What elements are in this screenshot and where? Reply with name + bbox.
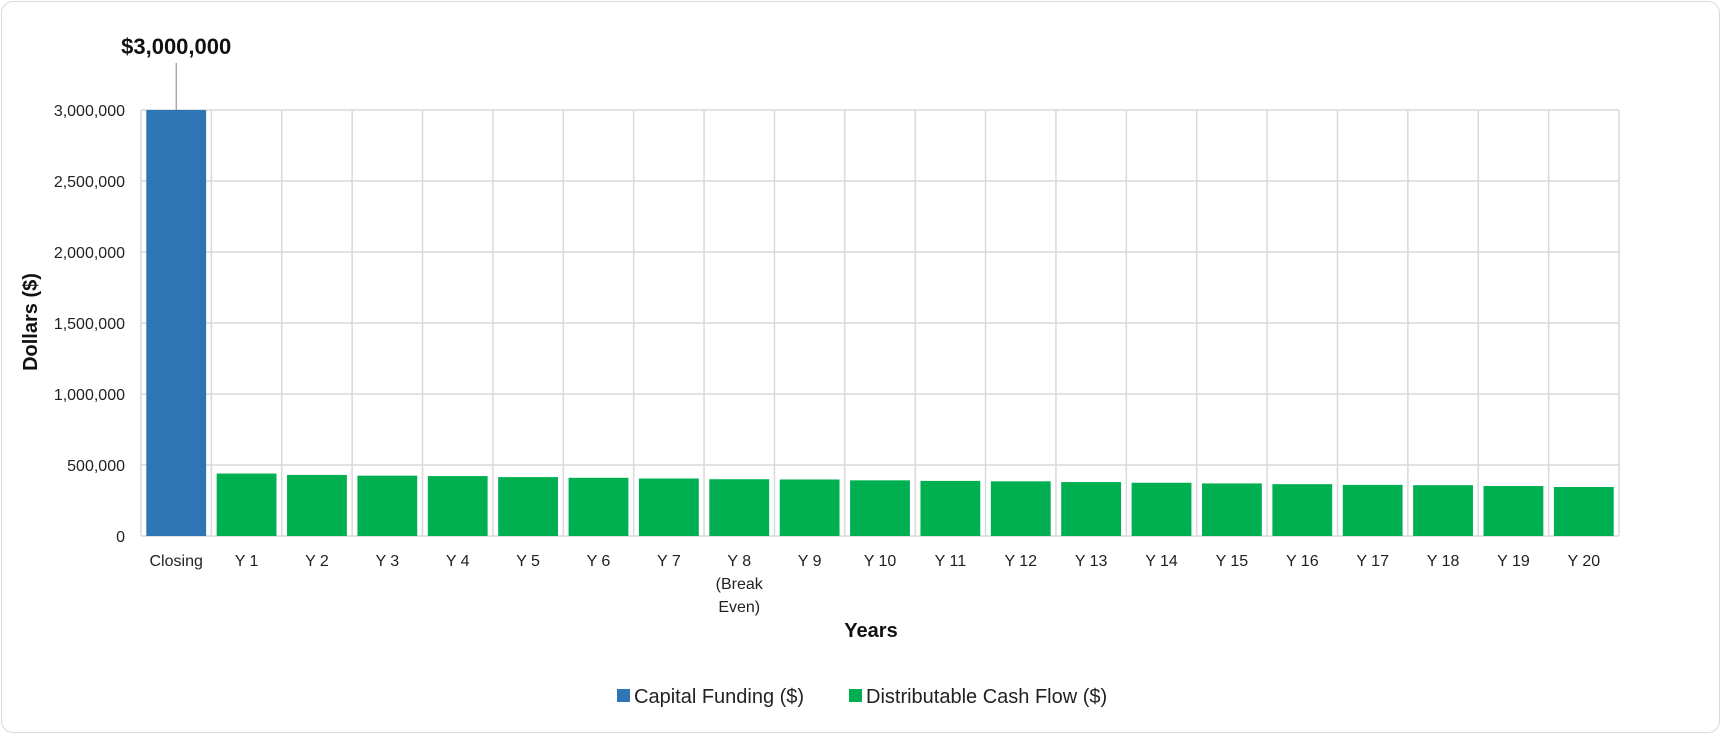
x-tick-label: Y 11	[935, 553, 967, 570]
y-tick-label: 1,000,000	[54, 387, 125, 404]
legend-label-distributable-cash-flow: Distributable Cash Flow ($)	[866, 686, 1107, 708]
x-tick-label: Y 6	[587, 553, 611, 570]
y-tick-label: 0	[116, 529, 125, 546]
y-tick-label: 2,000,000	[54, 245, 125, 262]
y-tick-label: 1,500,000	[54, 316, 125, 333]
legend-swatch-capital-funding	[617, 689, 630, 702]
bar-distributable-cash-flow	[427, 476, 488, 536]
bar-distributable-cash-flow	[357, 475, 418, 536]
bar-distributable-cash-flow	[498, 477, 559, 536]
x-axis-ticks: Closing Y 1 Y 2 Y 3 Y 4 Y 5 Y 6 Y 7 Y 8 (Break Eve…	[150, 553, 1601, 616]
legend-label-capital-funding: Capital Funding ($)	[634, 686, 804, 708]
bar-distributable-cash-flow	[1201, 483, 1262, 536]
bars	[146, 110, 1614, 536]
legend: Capital Funding ($) Distributable Cash F…	[617, 686, 1107, 708]
x-tick-label: Y 13	[1075, 553, 1108, 570]
x-tick-label: Y 12	[1004, 553, 1037, 570]
annotation-label: $3,000,000	[121, 34, 231, 59]
bar-distributable-cash-flow	[920, 480, 981, 536]
bar-distributable-cash-flow	[779, 479, 840, 536]
x-tick-label: Y 18	[1427, 553, 1460, 570]
bar-distributable-cash-flow	[1061, 482, 1122, 536]
bar-distributable-cash-flow	[287, 474, 347, 536]
x-tick-label: Y 2	[305, 553, 329, 570]
bar-distributable-cash-flow	[216, 473, 277, 536]
x-tick-label: Y 8 (Break Even)	[716, 553, 764, 616]
x-tick-label: Y 16	[1286, 553, 1319, 570]
bar-distributable-cash-flow	[1342, 484, 1403, 536]
bar-distributable-cash-flow	[1483, 486, 1544, 536]
y-axis-ticks: 0 500,000 1,000,000 1,500,000 2,000,000 2,500…	[54, 103, 125, 546]
bar-distributable-cash-flow	[568, 477, 629, 536]
bar-distributable-cash-flow	[850, 480, 910, 536]
bar-distributable-cash-flow	[1413, 485, 1473, 536]
gridlines	[140, 109, 1620, 537]
x-tick-label: Y 1	[235, 553, 259, 570]
x-tick-label: Y 10	[864, 553, 897, 570]
x-axis-title: Years	[844, 620, 897, 642]
bar-capital-funding	[146, 110, 207, 536]
bar-distributable-cash-flow	[709, 479, 770, 536]
x-tick-label: Y 15	[1216, 553, 1249, 570]
bar-distributable-cash-flow	[1272, 484, 1333, 536]
annotation: $3,000,000	[121, 34, 231, 110]
x-tick-label: Y 17	[1356, 553, 1389, 570]
y-tick-label: 2,500,000	[54, 174, 125, 191]
y-tick-label: 500,000	[67, 458, 125, 475]
bar-distributable-cash-flow	[990, 481, 1051, 536]
y-tick-label: 3,000,000	[54, 103, 125, 120]
x-tick-label: Y 7	[657, 553, 681, 570]
x-tick-label: Y 3	[375, 553, 399, 570]
x-tick-label: Y 14	[1145, 553, 1178, 570]
y-axis-title: Dollars ($)	[20, 273, 42, 371]
legend-swatch-distributable-cash-flow	[849, 689, 862, 702]
bar-distributable-cash-flow	[1553, 487, 1614, 536]
x-tick-label: Y 9	[798, 553, 822, 570]
x-tick-label: Y 19	[1497, 553, 1530, 570]
x-tick-label: Y 20	[1567, 553, 1600, 570]
bar-distributable-cash-flow	[1131, 482, 1192, 536]
x-tick-label: Y 5	[516, 553, 540, 570]
bar-distributable-cash-flow	[638, 478, 699, 536]
x-tick-label: Y 4	[446, 553, 470, 570]
x-tick-label: Closing	[150, 553, 203, 570]
